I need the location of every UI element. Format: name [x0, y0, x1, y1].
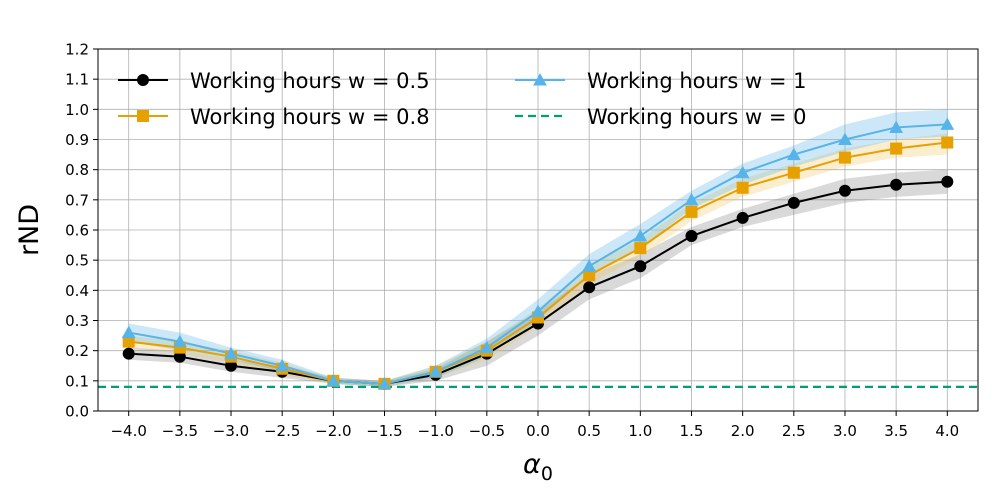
x-tick-label: 0.5: [577, 422, 601, 440]
y-tick-label: 0.2: [65, 342, 89, 360]
data-point: [582, 259, 597, 272]
y-tick-label: 0.6: [65, 222, 89, 240]
data-point: [634, 242, 647, 255]
data-point: [787, 196, 800, 209]
data-point: [838, 151, 851, 164]
y-tick-label: 1.0: [65, 101, 89, 119]
data-point: [786, 147, 801, 161]
x-tick-label: 3.5: [884, 422, 908, 440]
y-tick-label: 0.9: [65, 131, 89, 149]
x-tick-label: 2.5: [782, 422, 806, 440]
data-point: [838, 132, 852, 146]
legend-label: Working hours w = 0.8: [190, 105, 430, 129]
x-tick-label: 4.0: [935, 422, 959, 440]
confidence-band: [128, 133, 948, 387]
legend-label: Working hours w = 1: [587, 69, 807, 93]
data-point: [479, 340, 494, 354]
data-point: [275, 358, 290, 372]
data-point: [122, 347, 135, 360]
x-tick-label: −0.5: [469, 422, 505, 440]
legend-label: Working hours w = 0.5: [190, 69, 430, 93]
x-axis-title: α0: [523, 449, 553, 485]
x-tick-label: 0.0: [526, 422, 550, 440]
y-tick-label: 0.5: [65, 252, 89, 270]
data-point: [736, 181, 749, 194]
data-point: [377, 376, 392, 390]
data-point: [941, 175, 954, 188]
data-point: [173, 350, 186, 363]
x-tick-label: −2.0: [315, 422, 351, 440]
data-point: [889, 120, 904, 133]
x-axis-title-subscript: 0: [541, 463, 553, 485]
x-tick-label: −1.5: [366, 422, 402, 440]
y-tick-label: 0.7: [65, 191, 89, 209]
data-point: [533, 73, 547, 86]
data-point: [940, 117, 955, 130]
x-tick-label: 1.0: [628, 422, 652, 440]
data-point: [137, 74, 149, 86]
data-point: [890, 178, 903, 191]
x-tick-label: −3.0: [213, 422, 249, 440]
data-point: [531, 304, 545, 317]
data-point: [787, 166, 800, 179]
data-point: [122, 335, 135, 348]
x-tick-label: −4.0: [110, 422, 146, 440]
data-point: [326, 373, 341, 387]
confidence-bands: [128, 109, 948, 387]
x-tick-label: 3.0: [833, 422, 857, 440]
data-point: [583, 269, 596, 282]
data-point: [224, 346, 238, 360]
data-point: [172, 334, 187, 348]
y-tick-label: 1.1: [65, 71, 89, 89]
x-tick-label: 2.0: [731, 422, 755, 440]
y-tick-label: 0.3: [65, 312, 89, 330]
y-tick-label: 1.2: [65, 41, 89, 59]
x-axis-title-base: α: [523, 449, 541, 480]
confidence-band: [128, 169, 948, 387]
data-point: [735, 165, 750, 179]
data-point: [941, 136, 954, 149]
data-point: [633, 229, 648, 242]
data-point: [684, 192, 699, 206]
x-tick-label: −3.5: [162, 422, 198, 440]
data-point: [225, 359, 238, 372]
confidence-band: [128, 109, 948, 387]
data-point: [685, 230, 698, 243]
legend-label: Working hours w = 0: [587, 105, 807, 129]
y-tick-label: 0.8: [65, 161, 89, 179]
y-tick-label: 0.4: [65, 282, 89, 300]
x-tick-label: −1.0: [417, 422, 453, 440]
data-point: [583, 281, 596, 294]
data-point: [736, 211, 749, 224]
x-tick-label: −2.5: [264, 422, 300, 440]
y-axis-title: rND: [14, 204, 45, 256]
series-markers: [121, 117, 955, 390]
x-tick-label: 1.5: [680, 422, 704, 440]
data-point: [137, 110, 149, 122]
x-axis: −4.0 −3.5 −3.0 −2.5 −2.0 −1.5 −1.0 −0.5 0.0 0.5 1.…: [110, 411, 959, 440]
data-point: [838, 184, 851, 197]
legend: Working hours w = 0.5 Working hours w = 0…: [118, 69, 807, 129]
y-tick-label: 0.1: [65, 372, 89, 390]
data-point: [890, 142, 903, 155]
data-point: [634, 260, 647, 273]
y-tick-label: 0.0: [65, 403, 89, 421]
data-point: [121, 325, 136, 339]
y-axis: 0.0 0.1 0.2 0.3 0.4 0.5 0.6 0.7 0.8 0.9 1.0 1.1 1.2: [65, 41, 98, 421]
data-point: [428, 364, 443, 378]
data-point: [685, 205, 698, 218]
